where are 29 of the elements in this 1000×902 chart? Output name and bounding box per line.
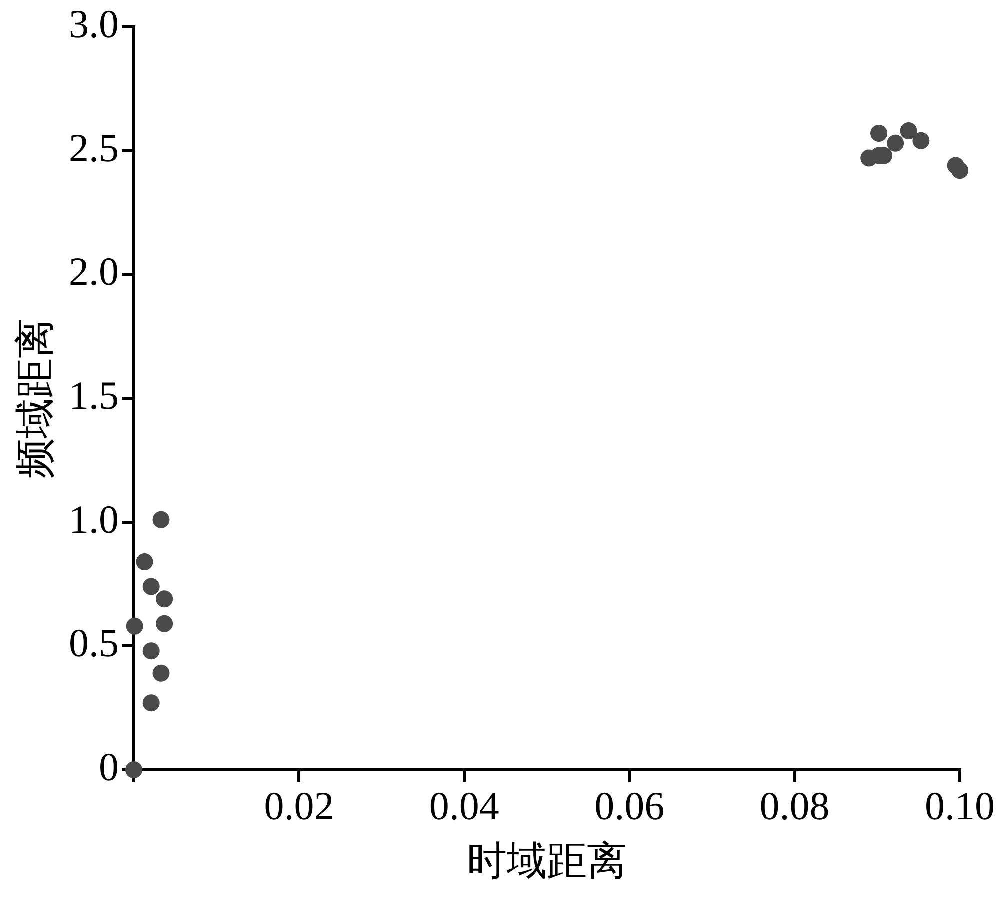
x-tick-label: 0.02 — [264, 784, 334, 828]
point — [156, 615, 174, 632]
point — [152, 664, 170, 682]
y-axis-title: 频域距离 — [12, 318, 58, 478]
point — [126, 762, 142, 778]
x-axis-title: 时域距离 — [467, 838, 627, 884]
y-tick-label: 1.0 — [69, 496, 119, 542]
point — [870, 124, 888, 142]
point — [887, 134, 904, 152]
y-tick-label: 2.0 — [69, 249, 119, 294]
x-tick-label: 0.10 — [925, 784, 995, 828]
x-tick-label: 0.04 — [429, 784, 500, 828]
point — [142, 642, 160, 660]
y-tick-label: 0 — [99, 744, 119, 790]
y-tick-label: 1.5 — [69, 373, 119, 418]
point — [156, 590, 174, 608]
point — [142, 694, 160, 712]
x-tick-label: 0.08 — [760, 784, 830, 828]
y-tick-label: 2.5 — [69, 125, 119, 170]
point — [952, 162, 968, 180]
y-tick-label: 3.0 — [69, 2, 119, 46]
point — [136, 553, 154, 570]
point — [142, 578, 160, 596]
x-tick-label: 0.06 — [594, 784, 665, 828]
point — [900, 122, 918, 140]
y-tick-label: 0.5 — [69, 620, 119, 666]
point — [126, 618, 144, 635]
point — [152, 511, 170, 528]
point — [912, 132, 930, 150]
